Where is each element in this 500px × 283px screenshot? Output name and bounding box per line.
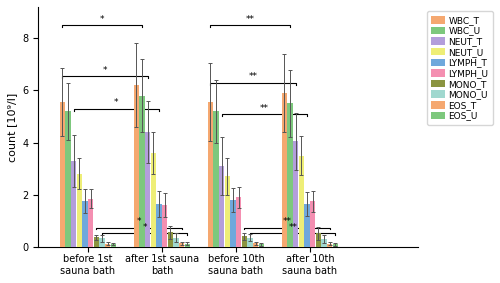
Bar bbox=[322, 239, 327, 247]
Bar bbox=[65, 111, 70, 247]
Bar bbox=[179, 243, 184, 247]
Text: *: * bbox=[102, 66, 107, 75]
Text: *: * bbox=[142, 223, 147, 232]
Bar bbox=[156, 204, 162, 247]
Bar bbox=[105, 244, 110, 247]
Bar bbox=[242, 236, 247, 247]
Bar bbox=[316, 233, 321, 247]
Text: **: ** bbox=[288, 223, 298, 232]
Bar bbox=[253, 243, 258, 247]
Bar bbox=[110, 244, 116, 247]
Text: **: ** bbox=[260, 104, 269, 113]
Bar bbox=[100, 239, 104, 247]
Text: **: ** bbox=[248, 72, 258, 81]
Bar bbox=[310, 201, 316, 247]
Bar bbox=[282, 93, 287, 247]
Bar bbox=[82, 201, 87, 247]
Bar bbox=[71, 161, 76, 247]
Bar bbox=[145, 132, 150, 247]
Bar bbox=[258, 244, 264, 247]
Bar bbox=[94, 237, 99, 247]
Bar bbox=[214, 111, 218, 247]
Bar bbox=[184, 244, 190, 247]
Bar bbox=[248, 238, 253, 247]
Bar bbox=[150, 153, 156, 247]
Bar bbox=[140, 96, 144, 247]
Bar bbox=[60, 102, 65, 247]
Bar bbox=[288, 103, 293, 247]
Bar bbox=[168, 232, 173, 247]
Bar bbox=[174, 238, 179, 247]
Bar bbox=[230, 200, 236, 247]
Bar bbox=[208, 102, 213, 247]
Text: **: ** bbox=[246, 15, 254, 24]
Legend: WBC_T, WBC_U, NEUT_T, NEUT_U, LYMPH_T, LYMPH_U, MONO_T, MONO_U, EOS_T, EOS_U: WBC_T, WBC_U, NEUT_T, NEUT_U, LYMPH_T, L… bbox=[427, 11, 493, 125]
Bar bbox=[224, 176, 230, 247]
Bar bbox=[88, 199, 94, 247]
Bar bbox=[298, 156, 304, 247]
Text: *: * bbox=[114, 98, 118, 107]
Bar bbox=[162, 205, 168, 247]
Bar bbox=[219, 166, 224, 247]
Text: *: * bbox=[137, 217, 141, 226]
Text: **: ** bbox=[282, 217, 292, 226]
Bar bbox=[332, 244, 338, 247]
Y-axis label: count [10⁹/l]: count [10⁹/l] bbox=[7, 92, 17, 162]
Text: *: * bbox=[100, 15, 104, 24]
Bar bbox=[76, 174, 82, 247]
Bar bbox=[327, 244, 332, 247]
Bar bbox=[293, 141, 298, 247]
Bar bbox=[134, 85, 139, 247]
Bar bbox=[304, 204, 310, 247]
Bar bbox=[236, 197, 242, 247]
